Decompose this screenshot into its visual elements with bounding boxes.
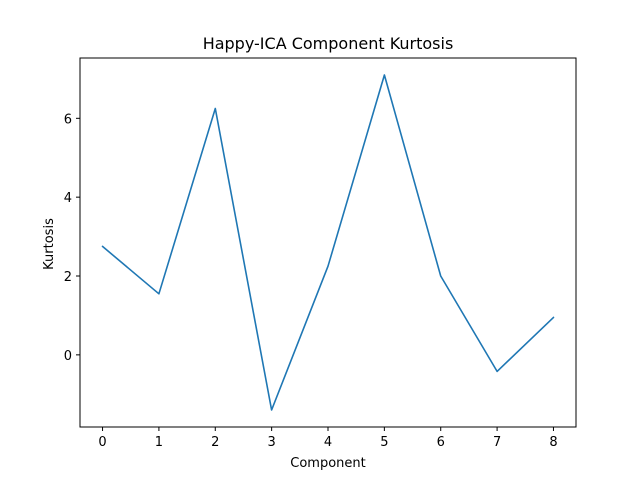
x-tick-label: 5 — [380, 435, 388, 450]
plot-frame — [79, 57, 577, 428]
plot-marks: 0 1 2 3 4 5 6 7 8 0 2 4 6 — [64, 74, 558, 450]
x-tick-label: 6 — [437, 435, 445, 450]
x-tick-label: 7 — [493, 435, 501, 450]
y-tick-label: 6 — [64, 112, 72, 127]
x-tick-label: 0 — [98, 435, 106, 450]
x-tick-label: 1 — [155, 435, 163, 450]
y-tick-label: 0 — [64, 349, 72, 364]
y-tick-label: 2 — [64, 270, 72, 285]
x-tick-label: 8 — [549, 435, 557, 450]
x-tick-label: 3 — [267, 435, 275, 450]
x-tick-label: 2 — [211, 435, 219, 450]
x-axis-title: Component — [290, 456, 365, 471]
y-axis-title: Kurtosis — [42, 218, 57, 270]
x-tick-label: 4 — [324, 435, 332, 450]
series-line-0 — [101, 74, 555, 411]
y-tick-label: 4 — [64, 191, 72, 206]
chart-title: Happy-ICA Component Kurtosis — [203, 34, 454, 53]
